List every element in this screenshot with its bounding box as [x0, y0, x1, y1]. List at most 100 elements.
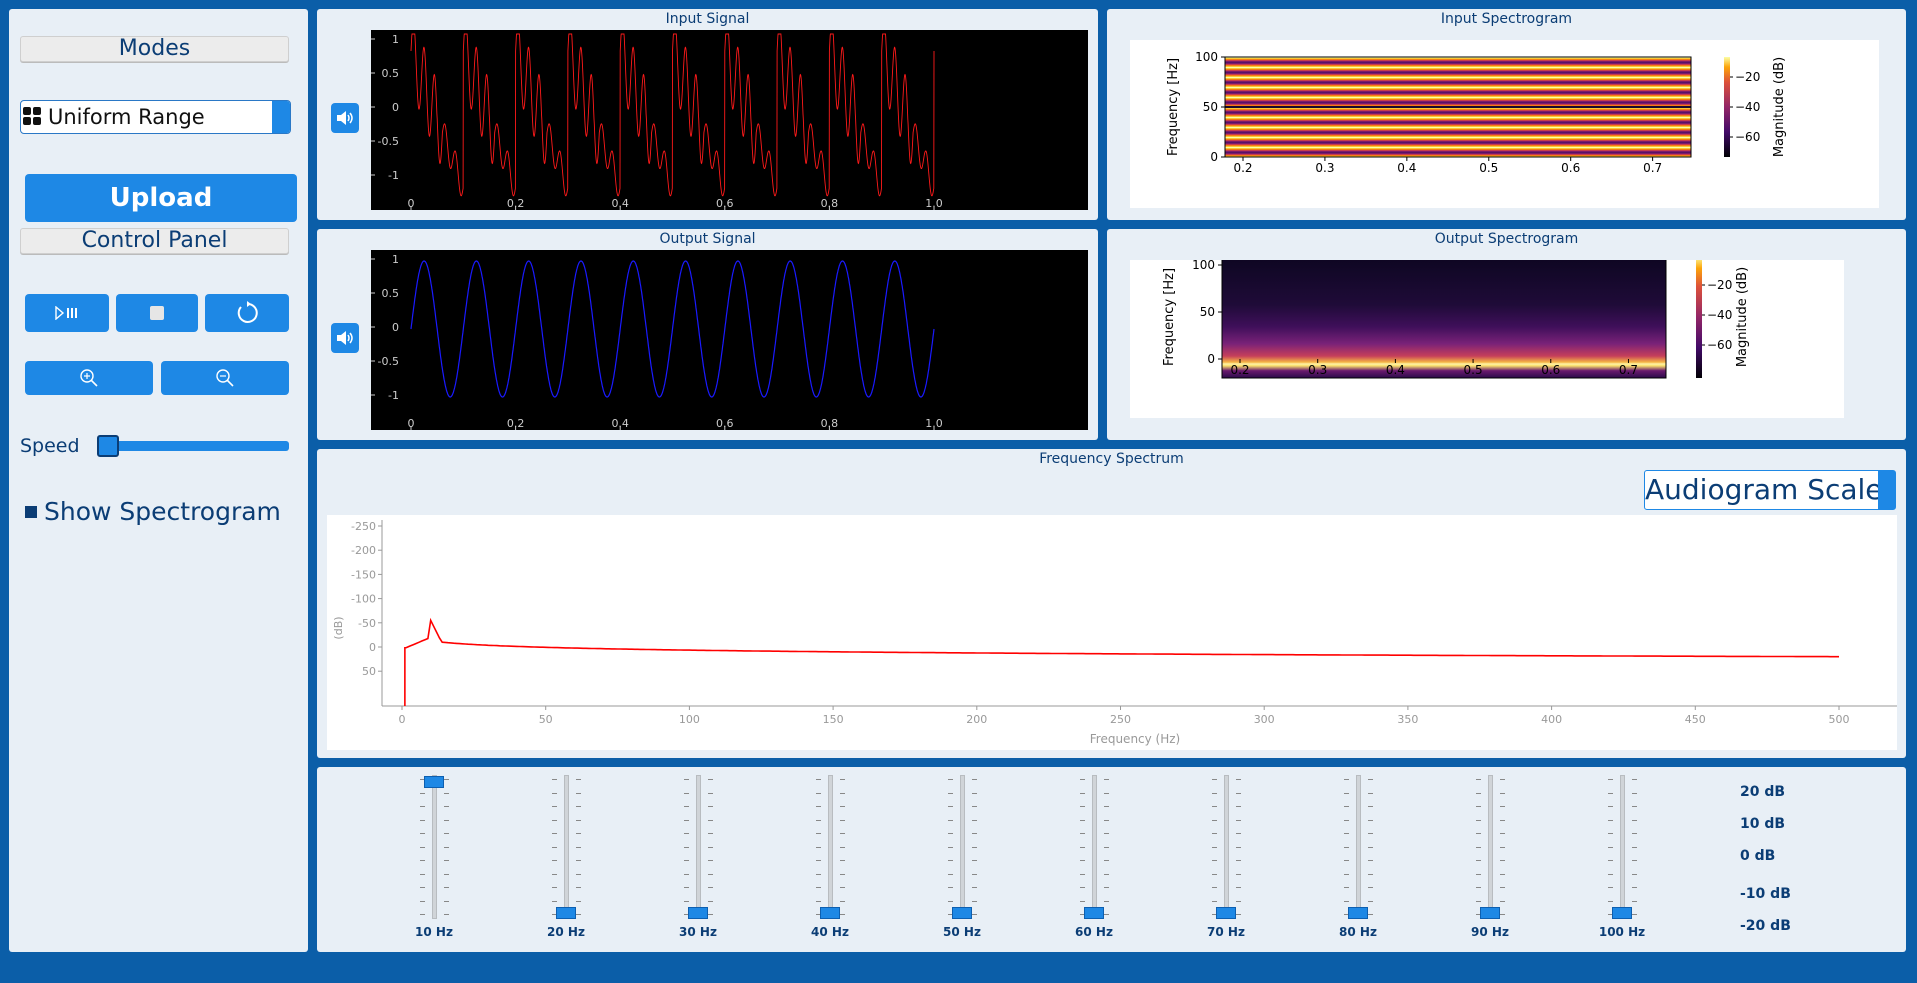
eq-tick [948, 914, 953, 915]
eq-tick [1500, 792, 1505, 794]
eq-tick [576, 779, 581, 780]
eq-slider-track[interactable] [828, 775, 833, 919]
y-tick-label: 0 [1207, 352, 1215, 366]
eq-slider-80hz[interactable]: 80 Hz [1338, 775, 1378, 945]
eq-slider-40hz[interactable]: 40 Hz [810, 775, 850, 945]
output-signal-title: Output Signal [659, 231, 756, 247]
eq-slider-handle[interactable] [688, 907, 708, 919]
input-signal-plot[interactable]: 1 0.5 0 -0.5 -1 0 0.2 0.4 0.6 0.8 1.0 [369, 29, 1089, 219]
eq-tick [1104, 914, 1109, 915]
x-tick-label: 0.7 [1619, 363, 1638, 377]
eq-slider-handle[interactable] [424, 776, 444, 788]
upload-button[interactable]: Upload [25, 174, 297, 222]
eq-tick [1632, 819, 1637, 821]
replay-icon [237, 301, 258, 323]
eq-slider-track[interactable] [1488, 775, 1493, 919]
eq-tick [552, 846, 557, 848]
eq-tick [1344, 806, 1349, 807]
output-signal-panel: Output Signal 1 0.5 0 -0.5 -1 0 0.2 0.4 0.6 0.8 1… [317, 229, 1098, 440]
eq-tick [684, 792, 689, 794]
zoom-out-button[interactable] [161, 361, 289, 395]
eq-tick [444, 873, 449, 875]
eq-slider-70hz[interactable]: 70 Hz [1206, 775, 1246, 945]
output-play-button[interactable] [331, 323, 359, 353]
eq-slider-100hz[interactable]: 100 Hz [1599, 775, 1645, 945]
eq-slider-60hz[interactable]: 60 Hz [1074, 775, 1114, 945]
eq-tick [948, 806, 953, 807]
show-spectrogram-checkbox[interactable] [25, 506, 37, 518]
x-tick-label: 0.8 [821, 197, 839, 210]
eq-slider-10hz[interactable]: 10 Hz [414, 775, 454, 945]
zoom-in-button[interactable] [25, 361, 153, 395]
eq-tick [1080, 792, 1085, 794]
eq-tick [972, 819, 977, 821]
eq-db-label: 0 dB [1740, 848, 1776, 864]
eq-tick [1368, 779, 1373, 780]
replay-button[interactable] [205, 294, 289, 332]
eq-tick [1500, 779, 1505, 780]
eq-tick [1344, 860, 1349, 861]
eq-slider-track[interactable] [564, 775, 569, 919]
audiogram-scale-toggle[interactable] [1878, 471, 1895, 509]
input-spectrogram-figure: Frequency [Hz] 100 50 0 0.2 0.3 0.4 0.5 0.6 0.7 … [1130, 40, 1879, 208]
dropdown-arrow[interactable] [272, 101, 290, 133]
eq-tick [552, 806, 557, 807]
y-tick-label: -100 [351, 593, 376, 606]
eq-slider-50hz[interactable]: 50 Hz [942, 775, 982, 945]
x-tick-label: 0 [408, 197, 415, 210]
eq-tick [1080, 779, 1085, 780]
eq-slider-90hz[interactable]: 90 Hz [1470, 775, 1510, 945]
eq-tick [972, 873, 977, 875]
eq-slider-handle[interactable] [556, 907, 576, 919]
eq-tick [1236, 833, 1241, 834]
eq-slider-handle[interactable] [1084, 907, 1104, 919]
eq-band-label: 60 Hz [1075, 925, 1113, 939]
x-tick-label: 0.6 [1561, 161, 1580, 175]
audiogram-scale-button[interactable]: Audiogram Scale [1644, 470, 1896, 510]
eq-slider-track[interactable] [960, 775, 965, 919]
eq-tick [1104, 860, 1109, 861]
eq-tick [816, 806, 821, 807]
play-pause-button[interactable] [25, 294, 109, 332]
eq-tick [708, 873, 713, 875]
speed-slider-handle[interactable] [97, 435, 119, 457]
eq-slider-track[interactable] [1620, 775, 1625, 919]
x-tick-label: 0.6 [716, 197, 734, 210]
eq-tick [1368, 873, 1373, 875]
x-tick-label: 1.0 [925, 417, 943, 430]
stop-icon [150, 306, 164, 320]
equalizer-panel [317, 767, 1906, 952]
eq-slider-handle[interactable] [1480, 907, 1500, 919]
input-play-button[interactable] [331, 103, 359, 133]
eq-slider-track[interactable] [696, 775, 701, 919]
eq-slider-handle[interactable] [952, 907, 972, 919]
eq-tick [444, 806, 449, 807]
eq-slider-track[interactable] [1224, 775, 1229, 919]
eq-tick [1104, 779, 1109, 780]
eq-tick [684, 860, 689, 861]
eq-slider-20hz[interactable]: 20 Hz [546, 775, 586, 945]
speed-slider[interactable] [97, 435, 289, 457]
eq-slider-track[interactable] [1092, 775, 1097, 919]
eq-tick [816, 792, 821, 794]
eq-tick [840, 873, 845, 875]
eq-db-label: -20 dB [1740, 918, 1791, 934]
eq-slider-track[interactable] [1356, 775, 1361, 919]
eq-tick [552, 779, 557, 780]
x-tick-label: 300 [1254, 713, 1275, 726]
eq-tick [972, 900, 977, 902]
eq-slider-30hz[interactable]: 30 Hz [678, 775, 718, 945]
stop-button[interactable] [116, 294, 198, 332]
eq-slider-handle[interactable] [1348, 907, 1368, 919]
output-signal-plot[interactable]: 1 0.5 0 -0.5 -1 0 0.2 0.4 0.6 0.8 1.0 [369, 249, 1089, 439]
x-tick-label: 350 [1397, 713, 1418, 726]
cbar-tick-label: −20 [1735, 70, 1760, 84]
eq-slider-handle[interactable] [820, 907, 840, 919]
mode-select[interactable]: Uniform Range [20, 100, 291, 134]
eq-slider-handle[interactable] [1612, 907, 1632, 919]
eq-tick [1212, 900, 1217, 902]
eq-slider-track[interactable] [432, 775, 437, 919]
eq-slider-handle[interactable] [1216, 907, 1236, 919]
eq-tick [1212, 792, 1217, 794]
